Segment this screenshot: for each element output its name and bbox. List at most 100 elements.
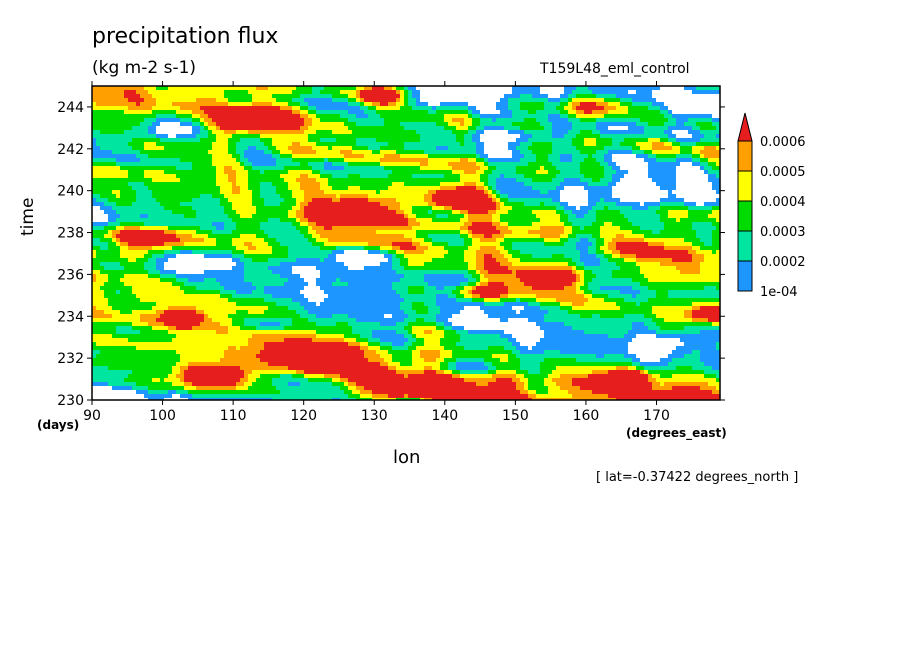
contour-cell	[548, 386, 560, 390]
contour-cell	[92, 206, 100, 210]
contour-cell	[716, 146, 720, 150]
contour-cell	[700, 354, 720, 358]
contour-cell	[256, 326, 284, 330]
contour-cell	[372, 102, 380, 106]
contour-cell	[316, 238, 328, 242]
contour-cell	[528, 346, 532, 350]
contour-cell	[164, 378, 180, 382]
contour-cell	[388, 250, 396, 254]
contour-cell	[504, 174, 524, 178]
contour-cell	[224, 222, 236, 226]
contour-cell	[160, 274, 176, 278]
contour-cell	[192, 162, 212, 166]
contour-cell	[604, 154, 612, 158]
contour-cell	[476, 382, 488, 386]
contour-cell	[712, 122, 720, 126]
contour-cell	[300, 202, 308, 206]
contour-cell	[700, 306, 720, 310]
contour-cell	[496, 190, 500, 194]
contour-cell	[560, 214, 568, 218]
contour-cell	[692, 306, 700, 310]
contour-cell	[188, 366, 240, 370]
contour-cell	[316, 222, 408, 226]
contour-cell	[716, 342, 720, 346]
contour-cell	[480, 138, 516, 142]
contour-cell	[92, 378, 124, 382]
contour-cell	[488, 314, 544, 318]
contour-cell	[484, 358, 500, 362]
contour-cell	[112, 150, 140, 154]
contour-cell	[264, 142, 272, 146]
contour-cell	[112, 206, 164, 210]
contour-cell	[200, 126, 204, 130]
contour-cell	[496, 258, 508, 262]
contour-cell	[312, 198, 332, 202]
contour-cell	[460, 158, 468, 162]
contour-cell	[412, 226, 460, 230]
contour-cell	[660, 326, 684, 330]
contour-cell	[400, 154, 428, 158]
contour-cell	[620, 226, 640, 230]
contour-cell	[240, 378, 248, 382]
contour-cell	[448, 146, 476, 150]
contour-cell	[356, 114, 368, 118]
contour-cell	[604, 198, 620, 202]
contour-cell	[660, 106, 668, 110]
contour-cell	[572, 282, 576, 286]
contour-cell	[236, 142, 264, 146]
contour-cell	[332, 282, 348, 286]
contour-cell	[516, 346, 528, 350]
contour-cell	[636, 334, 656, 338]
contour-cell	[476, 286, 508, 290]
contour-cell	[300, 142, 316, 146]
contour-cell	[124, 378, 152, 382]
contour-cell	[648, 378, 656, 382]
contour-cell	[572, 302, 584, 306]
contour-cell	[208, 314, 228, 318]
contour-cell	[332, 378, 340, 382]
contour-cell	[696, 230, 712, 234]
contour-cell	[156, 266, 164, 270]
contour-cell	[620, 306, 652, 310]
contour-cell	[676, 218, 680, 222]
contour-cell	[244, 266, 268, 270]
contour-cell	[92, 386, 112, 390]
contour-cell	[496, 370, 516, 374]
contour-cell	[224, 170, 236, 174]
contour-cell	[600, 198, 604, 202]
contour-cell	[348, 98, 356, 102]
y-tick-label: 232	[57, 351, 84, 367]
contour-cell	[708, 174, 716, 178]
contour-cell	[680, 338, 720, 342]
contour-cell	[188, 398, 272, 400]
contour-cell	[576, 358, 632, 362]
contour-cell	[104, 294, 136, 298]
contour-cell	[120, 222, 144, 226]
contour-cell	[684, 122, 696, 126]
contour-cell	[516, 178, 532, 182]
contour-cell	[416, 338, 424, 342]
contour-cell	[248, 378, 256, 382]
contour-cell	[488, 154, 512, 158]
contour-cell	[348, 102, 360, 106]
contour-cell	[392, 242, 412, 246]
contour-cell	[684, 238, 700, 242]
contour-cell	[644, 322, 656, 326]
contour-cell	[360, 394, 372, 398]
contour-cell	[196, 310, 204, 314]
contour-cell	[216, 182, 232, 186]
contour-cell	[276, 386, 340, 390]
contour-cell	[476, 182, 484, 186]
contour-cell	[656, 334, 720, 338]
contour-cell	[192, 130, 200, 134]
contour-cell	[604, 98, 620, 102]
contour-cell	[496, 366, 520, 370]
contour-cell	[392, 346, 408, 350]
contour-cell	[584, 278, 592, 282]
contour-cell	[560, 202, 568, 206]
contour-cell	[408, 90, 412, 94]
contour-cell	[128, 170, 144, 174]
contour-cell	[668, 106, 720, 110]
contour-cell	[512, 262, 568, 266]
contour-cell	[448, 366, 456, 370]
